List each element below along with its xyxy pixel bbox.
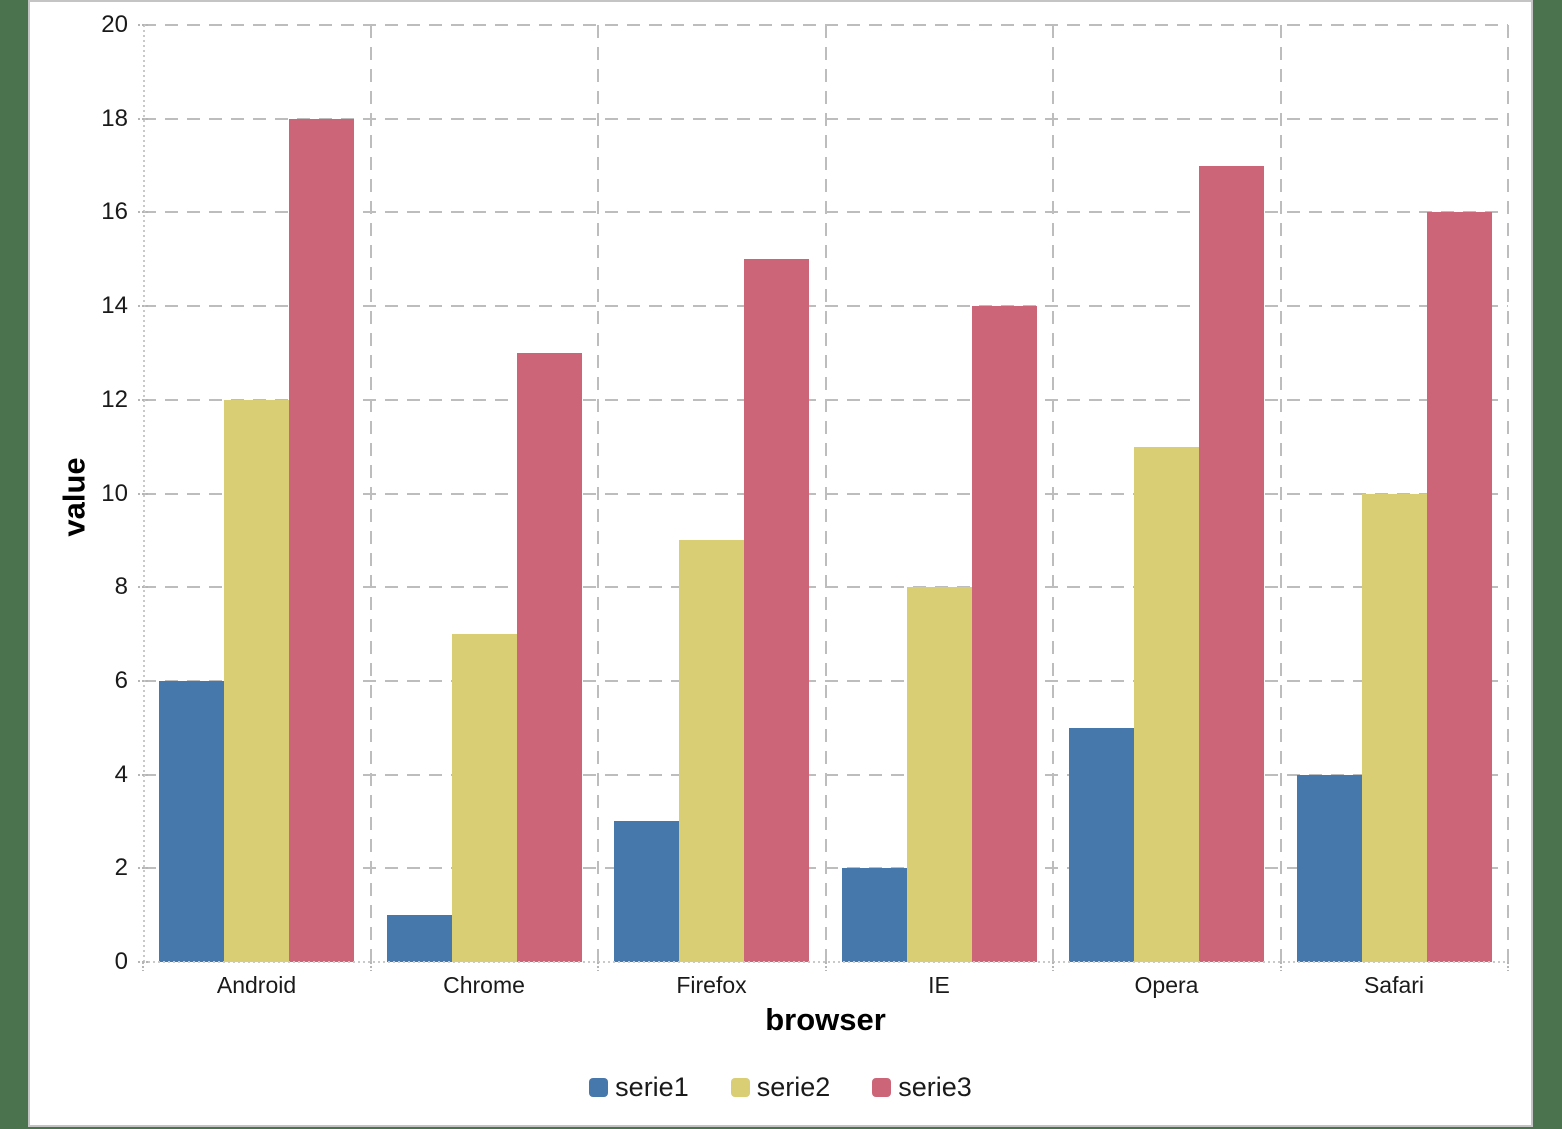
x-tick-label-chrome: Chrome [443, 972, 525, 998]
y-tick-mark-2 [138, 867, 148, 870]
x-tick-label-firefox: Firefox [676, 972, 747, 998]
y-tick-mark-20 [138, 24, 148, 26]
y-tick-mark-6 [138, 679, 148, 682]
bar-serie1-opera [1069, 727, 1135, 962]
bar-serie2-ie [906, 587, 972, 962]
y-tick-mark-18 [138, 117, 148, 120]
gridline-x-3 [824, 25, 827, 962]
x-tick-label-android: Android [216, 972, 297, 998]
y-tick-label-8: 8 [114, 573, 128, 601]
bar-serie2-android [224, 399, 290, 962]
bar-serie1-chrome [386, 915, 452, 962]
y-tick-label-10: 10 [101, 479, 128, 507]
legend-swatch-serie1 [589, 1078, 609, 1097]
y-tick-mark-10 [138, 492, 148, 495]
x-tick-mark-5 [1279, 962, 1282, 971]
y-tick-label-0: 0 [114, 948, 128, 975]
y-tick-mark-14 [138, 305, 148, 308]
y-tick-mark-8 [138, 586, 148, 589]
bar-serie3-opera [1199, 165, 1265, 962]
gridline-x-6 [1507, 25, 1509, 962]
legend-item-serie3: serie3 [872, 1072, 972, 1103]
y-tick-label-12: 12 [101, 385, 128, 413]
bar-serie3-chrome [516, 352, 582, 962]
bar-serie3-safari [1426, 212, 1492, 962]
bar-serie3-firefox [744, 259, 810, 962]
bar-serie2-safari [1361, 493, 1427, 962]
y-tick-mark-16 [138, 211, 148, 214]
legend: serie1 serie2 serie3 [30, 1072, 1531, 1103]
y-tick-label-14: 14 [101, 292, 128, 320]
bar-serie3-android [289, 118, 355, 962]
bar-serie1-firefox [614, 821, 680, 962]
bar-serie2-chrome [451, 634, 517, 962]
bar-serie1-android [159, 680, 225, 962]
y-tick-label-18: 18 [101, 104, 128, 132]
y-tick-mark-4 [138, 773, 148, 776]
x-axis-title: browser [765, 1002, 886, 1037]
y-tick-mark-12 [138, 398, 148, 401]
legend-label-serie1: serie1 [615, 1072, 689, 1102]
gridline-x-4 [1052, 25, 1054, 962]
x-tick-mark-2 [597, 962, 599, 971]
x-tick-mark-1 [369, 962, 372, 971]
x-tick-mark-0 [142, 962, 144, 971]
bar-serie2-firefox [679, 540, 745, 962]
x-tick-label-opera: Opera [1134, 972, 1199, 998]
bar-serie3-ie [971, 306, 1037, 962]
bar-serie1-ie [841, 868, 907, 962]
legend-swatch-serie3 [872, 1078, 892, 1097]
gridline-x-1 [369, 25, 372, 962]
bar-serie1-safari [1296, 774, 1362, 962]
gridline-x-2 [597, 25, 599, 962]
gridline-x-5 [1279, 25, 1282, 962]
y-tick-label-2: 2 [114, 854, 128, 882]
bar-serie2-opera [1134, 446, 1200, 962]
y-tick-label-20: 20 [101, 11, 128, 38]
chart-canvas: value 0 2 4 6 8 10 12 14 16 18 20 Android Chrome Fir… [28, 0, 1533, 1127]
x-tick-label-ie: IE [928, 972, 950, 998]
x-tick-mark-4 [1052, 962, 1054, 971]
y-tick-label-6: 6 [114, 666, 128, 694]
x-tick-mark-6 [1507, 962, 1509, 971]
plot-area [143, 24, 1509, 963]
legend-item-serie1: serie1 [589, 1072, 689, 1103]
y-tick-label-16: 16 [101, 198, 128, 226]
x-tick-mark-3 [824, 962, 827, 971]
legend-label-serie3: serie3 [898, 1072, 972, 1102]
y-tick-label-4: 4 [114, 760, 128, 788]
x-tick-label-safari: Safari [1363, 972, 1425, 998]
legend-label-serie2: serie2 [756, 1072, 831, 1102]
legend-swatch-serie2 [730, 1078, 750, 1097]
legend-item-serie2: serie2 [730, 1072, 831, 1103]
